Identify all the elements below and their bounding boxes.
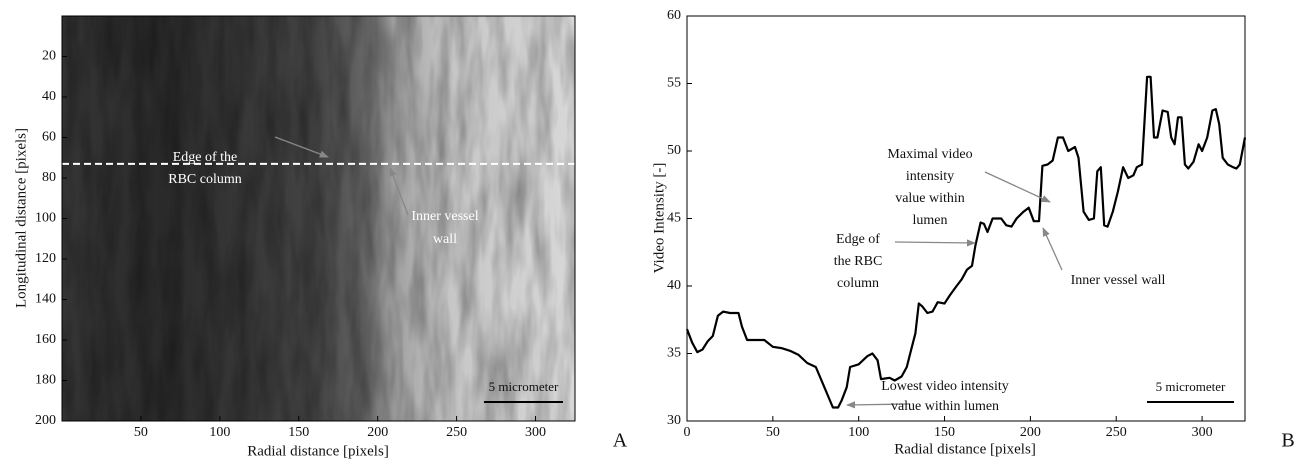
axes-box xyxy=(686,15,1246,422)
annotation-text: Inner vessel xyxy=(411,209,478,224)
x-tick-label: 300 xyxy=(1192,425,1213,440)
y-tick-label: 20 xyxy=(42,49,56,64)
y-tick-label: 55 xyxy=(667,76,681,91)
panel-label: B xyxy=(1281,430,1294,452)
y-tick-label: 140 xyxy=(35,292,56,307)
annotation-text: Maximal video xyxy=(887,147,972,162)
annotation-arrow xyxy=(274,136,329,158)
annotation-arrow xyxy=(894,239,976,247)
annotation-text: Lowest video intensity xyxy=(881,379,1009,394)
y-tick-label: 45 xyxy=(667,211,681,226)
y-tick-label: 100 xyxy=(35,211,56,226)
y-tick-label: 160 xyxy=(35,332,56,347)
annotation-text: wall xyxy=(433,232,457,247)
x-axis-label: Radial distance [pixels] xyxy=(247,443,389,459)
scale-bar-label: 5 micrometer xyxy=(489,379,559,394)
x-tick-label: 150 xyxy=(288,425,309,440)
y-tick-label: 180 xyxy=(35,373,56,388)
x-tick-label: 200 xyxy=(367,425,388,440)
x-tick-label: 300 xyxy=(525,425,546,440)
y-tick-label: 80 xyxy=(42,170,56,185)
x-tick-label: 100 xyxy=(848,425,869,440)
x-tick-label: 150 xyxy=(934,425,955,440)
x-tick-label: 250 xyxy=(1106,425,1127,440)
y-axis-label: Longitudinal distance [pixels] xyxy=(13,128,29,308)
y-tick-label: 30 xyxy=(667,413,681,428)
annotation-text: Edge of xyxy=(836,232,880,247)
annotation-text: column xyxy=(837,276,879,291)
annotation-text: RBC column xyxy=(168,172,242,187)
x-tick-label: 100 xyxy=(209,425,230,440)
annotation-text: value within xyxy=(895,191,965,206)
annotation-arrow xyxy=(389,167,409,216)
y-tick-label: 60 xyxy=(667,8,681,23)
annotation-text: lumen xyxy=(913,213,948,228)
scale-bar-label: 5 micrometer xyxy=(1156,379,1226,394)
x-axis-label: Radial distance [pixels] xyxy=(894,441,1036,457)
annotation-arrow xyxy=(846,401,911,409)
annotation-text: the RBC xyxy=(834,254,883,269)
x-tick-label: 50 xyxy=(766,425,780,440)
annotation-text: Edge of the xyxy=(173,150,238,165)
y-tick-label: 35 xyxy=(667,346,681,361)
y-axis-label: Video Intensity [-] xyxy=(651,163,667,274)
image-texture xyxy=(62,16,575,421)
y-tick-label: 40 xyxy=(667,278,681,293)
annotation-arrow xyxy=(984,171,1051,203)
annotation-text: Inner vessel wall xyxy=(1071,273,1166,288)
y-tick-label: 200 xyxy=(35,413,56,428)
annotation-text: intensity xyxy=(906,169,954,184)
annotation-text: value within lumen xyxy=(891,399,999,414)
y-tick-label: 40 xyxy=(42,89,56,104)
panel-label: A xyxy=(613,430,628,452)
x-tick-label: 50 xyxy=(134,425,148,440)
intensity-line xyxy=(685,75,1247,409)
annotation-arrow xyxy=(1042,227,1063,271)
x-tick-label: 0 xyxy=(684,425,691,440)
y-tick-label: 60 xyxy=(42,130,56,145)
x-tick-label: 200 xyxy=(1020,425,1041,440)
x-tick-label: 250 xyxy=(446,425,467,440)
y-tick-label: 120 xyxy=(35,251,56,266)
y-tick-label: 50 xyxy=(667,143,681,158)
